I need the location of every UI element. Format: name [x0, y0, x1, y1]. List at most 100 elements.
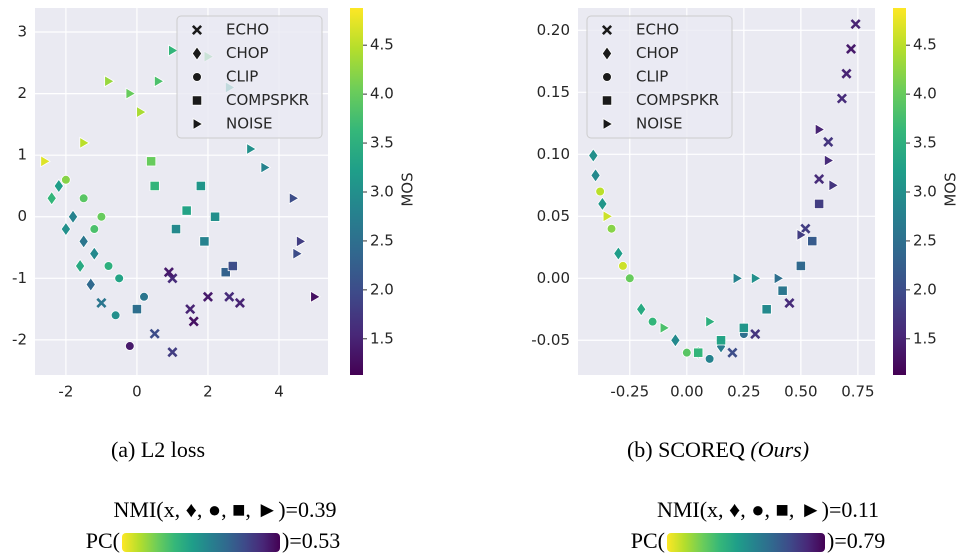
nmi-metric: NMI(x, ♦, ●, ■, ►)=0.39	[114, 497, 337, 522]
x-tick-label: 2	[203, 383, 213, 401]
point	[738, 322, 749, 333]
point	[602, 210, 614, 223]
point	[163, 267, 174, 278]
point	[704, 354, 715, 364]
point	[78, 234, 89, 249]
point	[125, 87, 137, 100]
point	[727, 347, 738, 358]
point	[597, 196, 608, 212]
point	[750, 272, 762, 285]
legend-label: ECHO	[636, 21, 679, 39]
y-tick-label: 3	[17, 23, 27, 41]
legend-marker	[191, 95, 203, 106]
y-tick-label: 2	[17, 84, 27, 102]
x-tick-label: 4	[274, 383, 284, 401]
point	[149, 328, 160, 339]
legend-label: COMPSPKR	[636, 91, 719, 109]
pc-close: )=0.53	[282, 528, 340, 553]
point	[292, 247, 304, 260]
x-tick-label: 0.50	[784, 383, 817, 401]
legend: ECHO CHOP CLIP COMPSPKR NOISE	[586, 15, 733, 139]
point	[595, 186, 605, 197]
point	[85, 277, 96, 292]
point	[777, 285, 788, 296]
x-tick-label: 0.75	[841, 383, 874, 401]
point	[659, 321, 671, 335]
point	[807, 236, 818, 247]
y-tick-label: 0.20	[537, 21, 570, 39]
pc-close: )=0.79	[827, 528, 885, 553]
point	[74, 258, 86, 274]
x-tick-label: 0.00	[670, 383, 703, 401]
point	[814, 174, 825, 185]
point	[732, 272, 744, 285]
point	[199, 236, 210, 247]
x-tick-label: -0.25	[610, 383, 649, 401]
point	[682, 347, 692, 358]
point	[104, 75, 115, 88]
caption: (b) SCOREQ (Ours)	[627, 437, 809, 462]
colorbar-tick-label: 1.5	[913, 329, 937, 347]
y-tick-label: 0.10	[537, 145, 570, 163]
point	[220, 267, 231, 278]
colorbar-tick-label: 1.5	[370, 329, 394, 347]
colorbar-tick-label: 3.0	[913, 182, 937, 200]
chart: -0.25 0.00 0.25 0.50 0.75 -0.05 0.00 0.05 0.10 0.…	[531, 8, 960, 553]
point	[125, 341, 135, 351]
y-tick-label: -2	[12, 330, 27, 348]
legend-label: CLIP	[636, 68, 668, 86]
point	[590, 168, 601, 183]
legend-label: NOISE	[636, 115, 682, 133]
colorbar-label: MOS	[942, 172, 960, 206]
caption-text: (b) SCOREQ	[627, 437, 745, 462]
point	[624, 273, 635, 284]
point	[110, 310, 121, 321]
point	[79, 136, 90, 150]
point	[170, 223, 182, 235]
point	[67, 209, 79, 225]
point	[149, 180, 160, 192]
legend-label: COMPSPKR	[226, 91, 309, 109]
point	[46, 190, 57, 206]
legend-marker	[191, 46, 203, 61]
colorbar-tick-label: 2.5	[370, 231, 394, 249]
legend-label: ECHO	[226, 21, 269, 39]
legend-box	[176, 15, 323, 139]
point	[202, 291, 214, 302]
colorbar-tick-label: 3.5	[913, 134, 937, 152]
point	[40, 155, 51, 168]
point	[715, 335, 727, 346]
colorbar	[893, 8, 906, 375]
legend-label: CHOP	[226, 44, 269, 62]
caption: (a) L2 loss	[111, 437, 205, 462]
point	[89, 246, 100, 261]
legend-label: CLIP	[226, 68, 258, 86]
pc-gradient	[667, 533, 825, 552]
point	[750, 329, 761, 340]
colorbar-tick-label: 4.0	[370, 85, 394, 103]
legend-marker	[192, 117, 204, 131]
pc-gradient	[122, 533, 280, 552]
point	[761, 304, 772, 315]
point	[618, 261, 628, 271]
point	[146, 156, 157, 167]
colorbar-tick-label: 4.5	[913, 36, 937, 54]
point	[850, 19, 861, 30]
point	[836, 93, 847, 104]
pc-open: PC(	[86, 528, 120, 553]
point	[636, 301, 647, 317]
legend-box	[586, 15, 733, 139]
point	[139, 291, 149, 302]
colorbar-label: MOS	[399, 172, 417, 206]
point	[103, 261, 114, 271]
y-tick-label: -0.05	[531, 331, 570, 349]
point	[224, 291, 235, 302]
point	[131, 304, 143, 315]
caption-text: (a) L2 loss	[111, 437, 205, 462]
y-tick-label: -1	[12, 269, 27, 287]
legend-marker	[601, 24, 613, 36]
y-tick-label: 0.00	[537, 269, 570, 287]
point	[114, 273, 124, 284]
point	[693, 347, 704, 358]
legend-marker	[191, 24, 203, 36]
